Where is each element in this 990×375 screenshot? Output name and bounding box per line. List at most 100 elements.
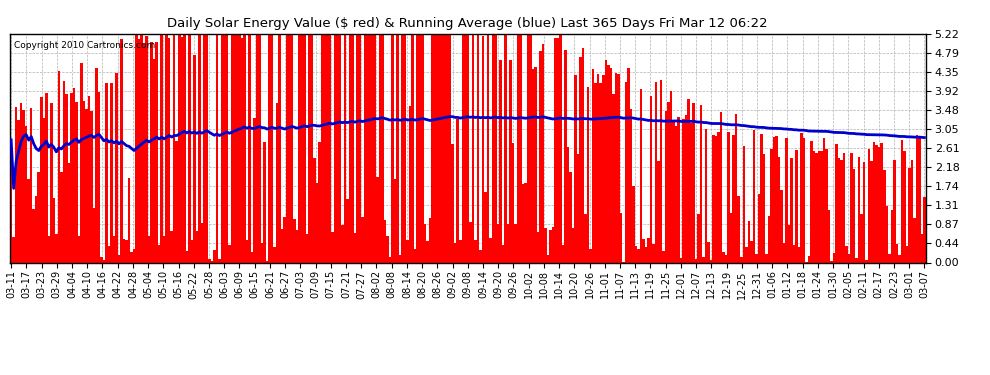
Bar: [278, 34, 281, 262]
Bar: [735, 114, 738, 262]
Bar: [336, 34, 339, 262]
Bar: [632, 186, 635, 262]
Bar: [587, 87, 589, 262]
Bar: [652, 244, 654, 262]
Bar: [893, 160, 896, 262]
Bar: [404, 34, 406, 262]
Bar: [286, 34, 288, 262]
Bar: [255, 34, 258, 262]
Bar: [208, 259, 211, 262]
Bar: [451, 144, 454, 262]
Bar: [288, 34, 291, 262]
Bar: [564, 50, 567, 262]
Bar: [434, 34, 437, 262]
Bar: [339, 34, 342, 262]
Bar: [682, 118, 685, 262]
Bar: [562, 245, 564, 262]
Bar: [630, 109, 632, 262]
Bar: [519, 34, 522, 262]
Bar: [48, 236, 50, 262]
Bar: [484, 192, 487, 262]
Bar: [150, 42, 152, 262]
Bar: [690, 123, 692, 262]
Bar: [567, 147, 569, 262]
Bar: [138, 39, 141, 262]
Bar: [594, 82, 597, 262]
Bar: [394, 179, 396, 262]
Bar: [514, 224, 517, 262]
Bar: [391, 34, 394, 262]
Bar: [123, 239, 126, 262]
Bar: [422, 34, 424, 262]
Bar: [456, 120, 459, 262]
Bar: [131, 252, 133, 262]
Bar: [800, 134, 803, 262]
Bar: [80, 63, 82, 262]
Bar: [409, 106, 411, 262]
Bar: [810, 141, 813, 262]
Bar: [582, 48, 584, 262]
Bar: [155, 42, 158, 262]
Bar: [196, 231, 198, 262]
Bar: [815, 153, 818, 262]
Bar: [643, 239, 644, 262]
Bar: [399, 255, 401, 262]
Bar: [108, 246, 110, 262]
Bar: [896, 244, 898, 262]
Bar: [263, 142, 265, 262]
Bar: [610, 68, 612, 262]
Bar: [579, 57, 582, 262]
Bar: [314, 158, 316, 262]
Bar: [265, 261, 268, 262]
Bar: [525, 183, 527, 262]
Bar: [747, 221, 750, 262]
Bar: [444, 34, 446, 262]
Bar: [798, 247, 800, 262]
Bar: [863, 162, 865, 262]
Bar: [429, 218, 432, 262]
Bar: [502, 245, 504, 262]
Bar: [818, 152, 821, 262]
Bar: [730, 213, 733, 262]
Bar: [777, 157, 780, 262]
Bar: [60, 172, 62, 262]
Bar: [544, 228, 546, 262]
Bar: [783, 243, 785, 262]
Bar: [419, 34, 422, 262]
Bar: [401, 34, 404, 262]
Bar: [860, 214, 863, 262]
Bar: [906, 246, 908, 262]
Bar: [188, 34, 190, 262]
Bar: [584, 213, 587, 262]
Bar: [23, 110, 25, 262]
Bar: [148, 236, 150, 262]
Bar: [411, 34, 414, 262]
Bar: [662, 251, 664, 262]
Bar: [20, 104, 23, 262]
Bar: [239, 34, 241, 262]
Bar: [28, 178, 30, 262]
Bar: [296, 230, 298, 262]
Bar: [326, 34, 329, 262]
Bar: [823, 138, 826, 262]
Bar: [344, 34, 346, 262]
Bar: [406, 240, 409, 262]
Bar: [750, 242, 752, 262]
Bar: [271, 34, 273, 262]
Bar: [437, 34, 439, 262]
Bar: [82, 101, 85, 262]
Bar: [549, 230, 551, 262]
Bar: [527, 34, 530, 262]
Bar: [471, 34, 474, 262]
Bar: [535, 68, 537, 262]
Bar: [126, 240, 128, 262]
Bar: [875, 145, 878, 262]
Bar: [180, 37, 183, 262]
Bar: [901, 140, 903, 262]
Bar: [291, 34, 293, 262]
Bar: [918, 136, 921, 262]
Bar: [70, 93, 72, 262]
Bar: [67, 163, 70, 262]
Bar: [75, 102, 77, 262]
Bar: [183, 34, 185, 262]
